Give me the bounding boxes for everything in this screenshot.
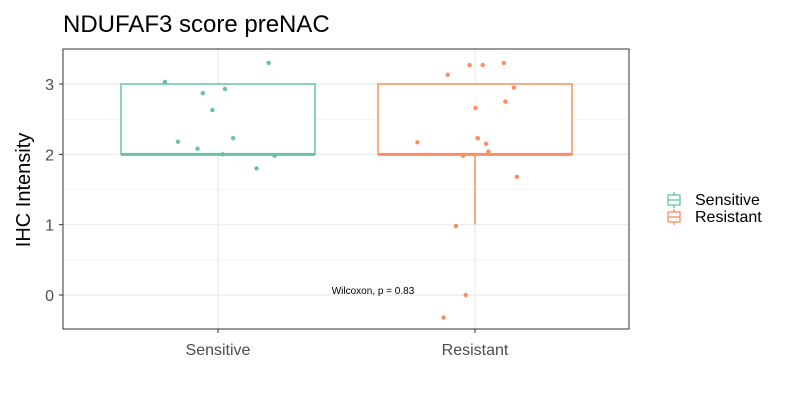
y-tick-label: 3: [45, 77, 54, 94]
stat-annotation: Wilcoxon, p = 0.83: [332, 286, 415, 297]
data-point: [415, 140, 420, 145]
data-point: [254, 166, 259, 171]
y-tick-label: 2: [45, 147, 54, 164]
plot-area: 0 1 2 3 Sensitive Resistant Wilcoxon, p = 0.83: [45, 48, 630, 359]
data-point: [200, 90, 206, 96]
data-point: [195, 146, 200, 151]
data-point: [230, 135, 236, 141]
data-point: [162, 79, 168, 85]
data-point: [475, 135, 480, 141]
data-point: [463, 292, 468, 298]
data-point: [445, 72, 450, 78]
data-point: [486, 149, 491, 154]
data-point: [460, 153, 466, 158]
data-point: [441, 315, 446, 320]
data-point: [514, 174, 520, 180]
data-point: [266, 60, 271, 66]
data-point: [503, 99, 508, 104]
x-tick-label: Sensitive: [186, 342, 251, 359]
data-point: [511, 85, 517, 90]
data-point: [483, 141, 489, 146]
y-axis-title: IHC Intensity: [13, 133, 35, 247]
data-point: [222, 86, 228, 92]
data-point: [272, 153, 277, 158]
plot-border: [62, 48, 630, 330]
legend-label: Resistant: [695, 209, 762, 226]
y-tick-label: 1: [45, 218, 54, 235]
y-tick-label: 0: [45, 288, 54, 305]
data-point: [210, 107, 215, 113]
x-tick-label: Resistant: [442, 342, 509, 359]
data-point: [467, 62, 472, 68]
data-point: [480, 62, 485, 68]
data-point: [453, 223, 459, 229]
box: [377, 83, 573, 156]
chart-title: NDUFAF3 score preNAC: [63, 11, 330, 38]
data-point: [175, 139, 181, 144]
box: [120, 83, 316, 156]
data-point: [473, 105, 478, 111]
data-point: [501, 60, 507, 66]
legend-label: Sensitive: [695, 192, 760, 209]
data-point: [220, 152, 225, 157]
